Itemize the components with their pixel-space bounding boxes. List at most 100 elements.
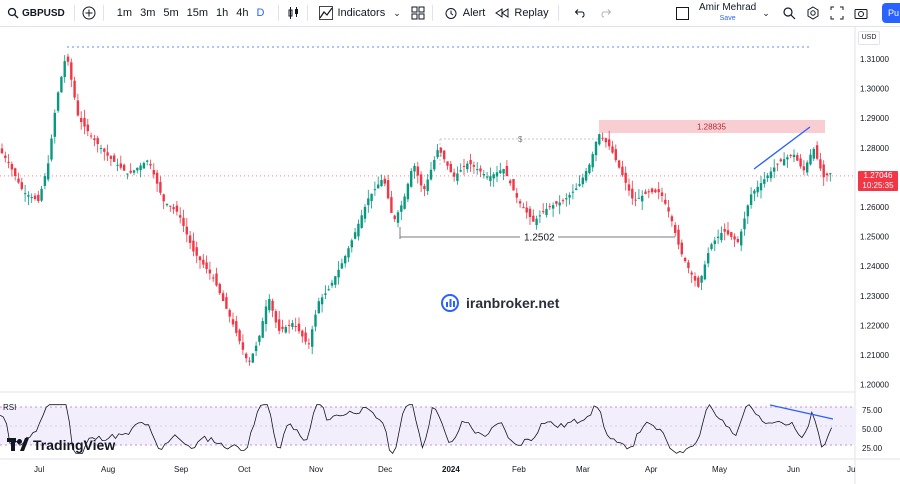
indicators-label: Indicators [337, 7, 386, 19]
candle-body [406, 183, 410, 200]
interval-1m[interactable]: 1m [116, 7, 133, 19]
candle-body [66, 56, 70, 62]
candle-body [644, 191, 647, 194]
candle-body [149, 163, 152, 166]
tradingview-logo[interactable]: TradingView [7, 437, 115, 453]
replay-label: Replay [514, 7, 549, 19]
candle-body [452, 172, 456, 177]
watermark-text: iranbroker.net [466, 295, 560, 311]
user-menu[interactable]: Amir Mehrad Save ⌄ [676, 2, 770, 24]
replay-button[interactable]: Replay [489, 0, 552, 27]
interval-3m[interactable]: 3m [140, 7, 156, 19]
candle-body [733, 236, 736, 240]
candle-body [799, 158, 802, 167]
candle-body [30, 197, 33, 199]
candle-body [192, 240, 195, 252]
candle-body [469, 159, 472, 165]
candle-body [561, 200, 565, 202]
candle-body [317, 301, 320, 314]
candle-body [152, 170, 155, 175]
candle-body [700, 275, 703, 283]
candle-body [165, 203, 169, 206]
symbol-search[interactable]: GBPUSD [0, 0, 69, 27]
candle-body [693, 275, 697, 281]
candle-body [429, 169, 433, 180]
interval-5m[interactable]: 5m [163, 7, 179, 19]
candle-body [373, 189, 377, 191]
candle-body [489, 176, 492, 181]
candle-body [627, 184, 631, 191]
candle-body [261, 321, 264, 338]
indicators-icon [317, 4, 335, 22]
candle-body [825, 173, 829, 176]
interval-1h[interactable]: 1h [216, 7, 229, 19]
candle-body [264, 306, 268, 324]
candle-body [4, 155, 7, 159]
interval-D[interactable]: D [256, 7, 265, 19]
quick-search-icon[interactable] [780, 4, 798, 22]
x-tick-label: Jul [34, 465, 44, 474]
candle-body [297, 323, 301, 332]
candle-body [287, 324, 291, 326]
rewind-icon [493, 4, 511, 22]
save-label[interactable]: Save [719, 15, 736, 22]
candle-body [538, 215, 542, 217]
redo-icon[interactable] [598, 4, 616, 22]
candle-body [617, 160, 621, 168]
alert-button[interactable]: Alert [438, 0, 490, 27]
x-tick-label: Feb [512, 465, 526, 474]
candle-body [109, 156, 113, 159]
candle-body [502, 168, 505, 174]
candle-body [697, 277, 700, 287]
candle-body [17, 178, 20, 183]
candle-body [146, 160, 149, 162]
camera-icon[interactable] [852, 4, 870, 22]
publish-button[interactable]: Pu [882, 3, 900, 23]
candle-body [301, 330, 304, 337]
dollar-marker: $ [518, 135, 523, 144]
undo-icon[interactable] [570, 4, 588, 22]
candle-body [743, 218, 746, 230]
interval-15m[interactable]: 15m [186, 7, 209, 19]
candle-body [641, 195, 644, 202]
candle-body [20, 182, 23, 190]
candle-body [281, 326, 284, 329]
candle-body [129, 170, 132, 173]
gear-icon[interactable] [804, 4, 822, 22]
candle-body [512, 179, 515, 191]
candles-icon[interactable] [284, 4, 302, 22]
layout-checkbox[interactable] [676, 6, 689, 20]
interval-4h[interactable]: 4h [236, 7, 249, 19]
candle-body [482, 173, 485, 176]
candle-body [439, 147, 443, 153]
fullscreen-icon[interactable] [828, 4, 846, 22]
x-tick-label: May [712, 465, 727, 474]
candle-body [740, 231, 743, 246]
divider [306, 5, 308, 21]
candle-body [235, 321, 238, 333]
candle-body [634, 199, 637, 201]
y-tick-label: 1.24000 [860, 262, 889, 271]
candle-body [413, 165, 416, 172]
candle-body [377, 184, 380, 189]
candle-body [386, 180, 390, 199]
candle-body [142, 162, 146, 169]
rsi-tick-label: 25.00 [862, 444, 883, 453]
candle-body [327, 289, 330, 291]
y-tick-label: 1.20000 [860, 381, 889, 390]
indicators-button[interactable]: Indicators ⌄ [313, 0, 405, 27]
candle-body [766, 175, 769, 179]
layouts-icon[interactable] [409, 4, 427, 22]
candle-body [185, 226, 188, 235]
currency-selector[interactable]: USD [858, 31, 880, 45]
candle-body [162, 194, 165, 202]
price-chart[interactable]: 1.310001.300001.290001.280001.270001.260… [0, 27, 900, 484]
candle-body [311, 329, 314, 347]
last-price-tag: 1.27046 10:25:35 [858, 171, 898, 191]
candle-body [208, 269, 212, 274]
candle-body [769, 171, 773, 179]
interval-group: 1m 3m 5m 15m 1h 4h D [109, 0, 273, 27]
candle-body [221, 293, 225, 302]
candle-body [390, 197, 393, 213]
add-symbol-icon[interactable] [80, 4, 98, 22]
